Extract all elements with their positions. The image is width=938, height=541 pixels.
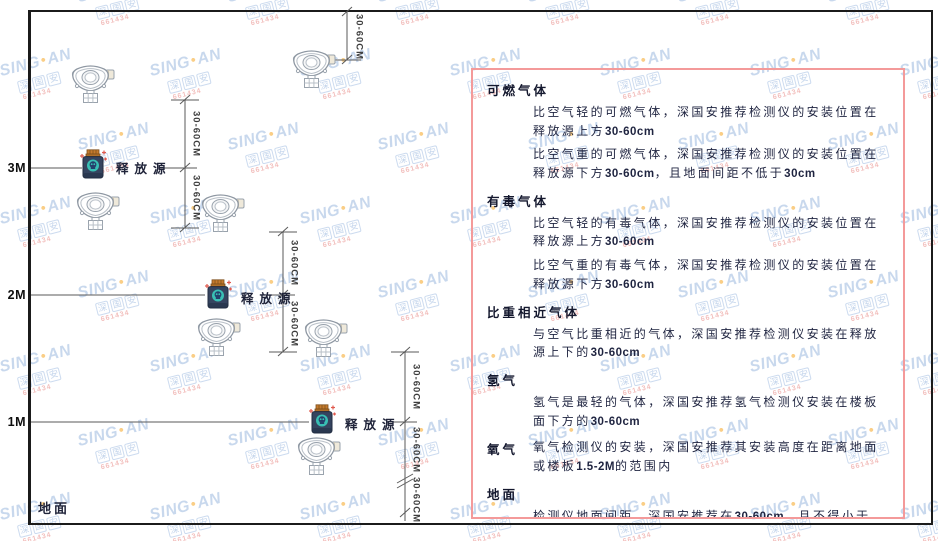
section-heading: 有毒气体 <box>487 194 550 209</box>
release-source-icon <box>204 279 233 309</box>
release-source-label: 释放源 <box>241 292 297 306</box>
release-source-icon <box>79 149 108 179</box>
room-outline <box>28 10 933 525</box>
ground-label: 地面 <box>38 501 71 516</box>
panel-section-ground: 地面 检测仪地面间距，深国安推荐在30-60cm，且不得小于30cm，因为过低容… <box>487 484 889 519</box>
section-paragraph: 比空气重的有毒气体，深国安推荐检测仪的安装位置在释放源下方30-60cm <box>533 258 879 291</box>
gas-detector-icon <box>292 50 336 88</box>
height-label-2m: 2M <box>7 288 26 302</box>
section-paragraph: 比空气重的可燃气体，深国安推荐检测仪的安装位置在释放源下方30-60cm，且地面… <box>533 147 879 180</box>
gas-detector-icon <box>197 318 241 356</box>
dim-label-3m-below: 30-60CM <box>190 175 202 222</box>
height-label-3m: 3M <box>7 161 26 175</box>
section-paragraph: 比空气轻的可燃气体，深国安推荐检测仪的安装位置在释放源上方30-60cm <box>533 105 879 138</box>
panel-section-combustible: 可燃气体 比空气轻的可燃气体，深国安推荐检测仪的安装位置在释放源上方30-60c… <box>487 80 889 184</box>
dim-label-ground: 30-60CM <box>410 476 422 524</box>
section-paragraph: 氧气检测仪的安装，深国安推荐其安装高度在距离地面或楼板1.5-2M的范围内 <box>533 440 879 474</box>
dim-label-1m-above: 30-60CM <box>410 363 422 411</box>
section-heading: 氢气 <box>487 374 519 389</box>
gas-detector-icon <box>297 437 341 475</box>
section-heading: 比重相近气体 <box>487 305 581 320</box>
panel-section-toxic: 有毒气体 比空气轻的有毒气体，深国安推荐检测仪的安装位置在释放源上方30-60c… <box>487 191 889 295</box>
height-label-1m: 1M <box>7 415 26 429</box>
section-paragraph: 氢气是最轻的气体，深国安推荐氢气检测仪安装在楼板面下方的30-60cm <box>533 395 879 428</box>
section-heading: 氧气 <box>487 443 519 458</box>
gas-detector-icon <box>304 319 348 357</box>
gas-detector-icon <box>71 65 115 103</box>
dim-label-3m-above: 30-60CM <box>190 110 202 158</box>
panel-section-oxygen: 氧气 氧气检测仪的安装，深国安推荐其安装高度在距离地面或楼板1.5-2M的范围内 <box>487 438 889 476</box>
gas-detector-icon <box>201 194 245 232</box>
release-source-label: 释放源 <box>116 162 172 176</box>
recommendation-panel: 可燃气体 比空气轻的可燃气体，深国安推荐检测仪的安装位置在释放源上方30-60c… <box>471 68 905 519</box>
gas-detector-icon <box>76 192 120 230</box>
dim-label-2m-above: 30-60CM <box>288 240 300 287</box>
dim-label-2m-below: 30-60CM <box>288 300 300 348</box>
release-source-label: 释放源 <box>345 418 401 432</box>
panel-section-similar-density: 比重相近气体 与空气比重相近的气体，深国安推荐检测仪安装在释放源上下的30-60… <box>487 302 889 363</box>
release-source-icon <box>308 404 337 434</box>
panel-section-hydrogen: 氢气 氢气是最轻的气体，深国安推荐氢气检测仪安装在楼板面下方的30-60cm <box>487 370 889 431</box>
section-paragraph: 比空气轻的有毒气体，深国安推荐检测仪的安装位置在释放源上方30-60cm <box>533 215 879 249</box>
section-paragraph: 与空气比重相近的气体，深国安推荐检测仪安装在释放源上下的30-60cm <box>533 326 879 360</box>
dim-label-1m-below: 30-60CM <box>410 426 422 474</box>
dim-label-ceiling: 30-60CM <box>353 13 365 61</box>
section-heading: 地面 <box>487 487 519 502</box>
section-paragraph: 检测仪地面间距，深国安推荐在30-60cm，且不得小于30cm，因为过低容易水溅… <box>533 508 871 519</box>
section-heading: 可燃气体 <box>487 84 550 98</box>
